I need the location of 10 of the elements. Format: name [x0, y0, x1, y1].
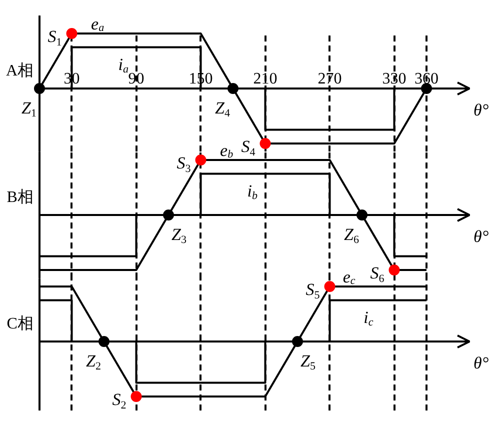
x-axis-title: θ° [474, 353, 489, 372]
x-tick-label: 360 [414, 70, 438, 88]
x-tick-label: 330 [382, 70, 406, 88]
x-tick-label: 90 [128, 70, 144, 88]
x-tick-label: 270 [318, 70, 342, 88]
y-axis-title: C相 [6, 314, 34, 332]
y-axis-title: A相 [6, 61, 34, 80]
x-axis-title: θ° [474, 226, 489, 246]
y-axis-title: B相 [6, 188, 34, 206]
x-axis-title: θ° [474, 100, 489, 120]
